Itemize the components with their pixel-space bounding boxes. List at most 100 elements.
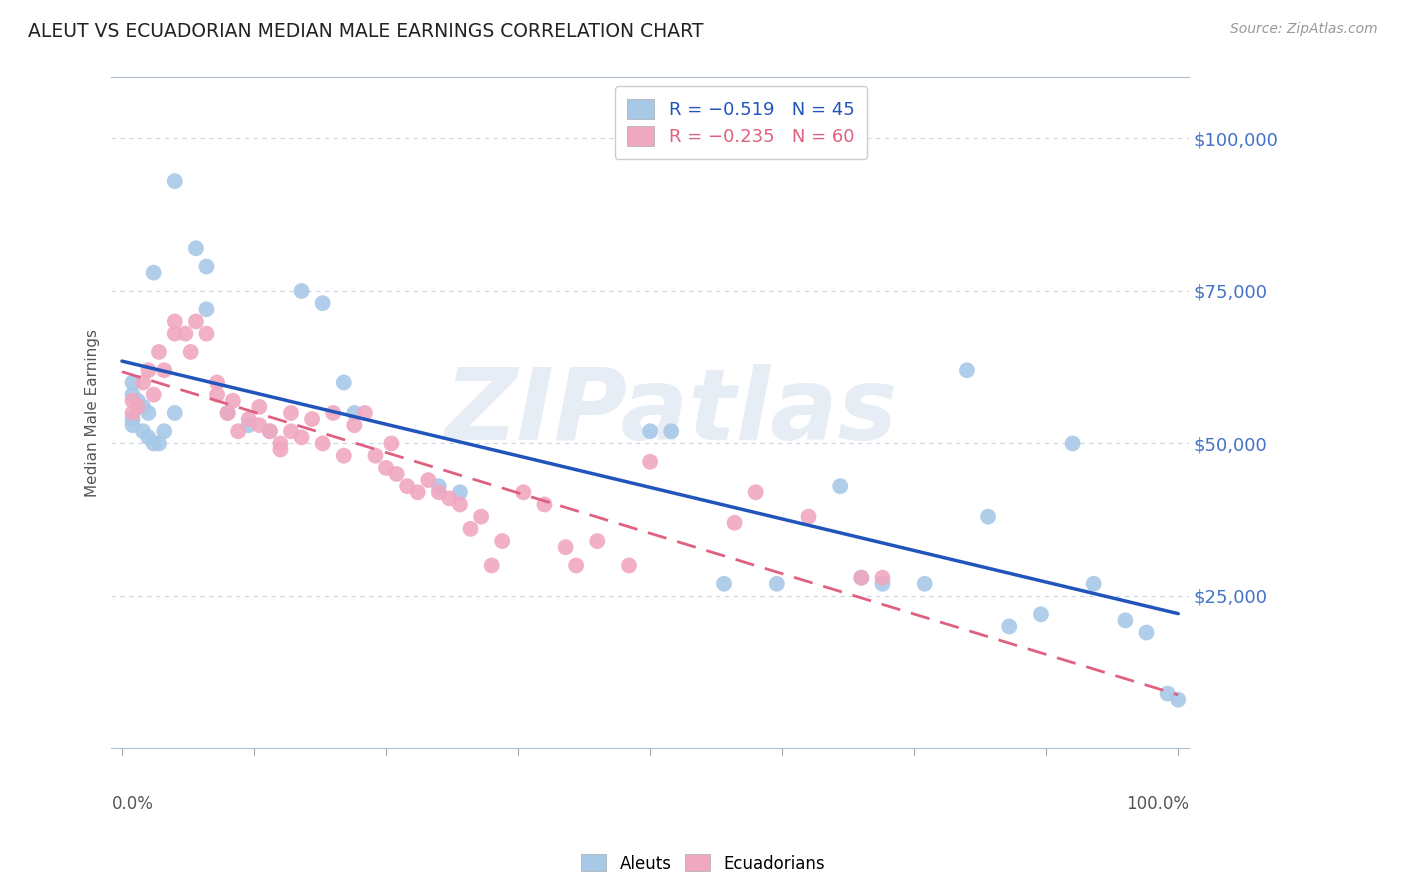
Point [238,412,260,426]
Point [1114,613,1136,627]
Text: 100.0%: 100.0% [1126,796,1189,814]
Point [247,400,270,414]
Point [830,479,852,493]
Point [565,558,588,573]
Point [153,424,176,438]
Text: 0.0%: 0.0% [111,796,153,814]
Point [617,558,640,573]
Point [470,509,492,524]
Point [956,363,979,377]
Point [872,576,894,591]
Point [280,406,302,420]
Point [163,314,186,328]
Point [512,485,534,500]
Y-axis label: Median Male Earnings: Median Male Earnings [86,329,100,497]
Point [872,571,894,585]
Point [121,418,143,433]
Point [481,558,503,573]
Point [1083,576,1105,591]
Point [184,241,207,255]
Point [132,400,155,414]
Text: Source: ZipAtlas.com: Source: ZipAtlas.com [1230,22,1378,37]
Point [195,260,218,274]
Point [163,174,186,188]
Point [659,424,682,438]
Point [322,406,344,420]
Point [311,296,333,310]
Point [385,467,408,481]
Point [1135,625,1157,640]
Point [998,619,1021,633]
Point [406,485,429,500]
Point [977,509,1000,524]
Point [121,387,143,401]
Point [491,534,513,549]
Point [247,418,270,433]
Point [138,430,160,444]
Point [163,406,186,420]
Point [354,406,377,420]
Point [259,424,281,438]
Legend: R = −0.519   N = 45, R = −0.235   N = 60: R = −0.519 N = 45, R = −0.235 N = 60 [614,87,868,159]
Point [138,406,160,420]
Point [343,406,366,420]
Point [375,461,398,475]
Point [226,424,249,438]
Point [121,412,143,426]
Point [301,412,323,426]
Point [427,485,450,500]
Point [460,522,482,536]
Point [1029,607,1052,622]
Point [132,376,155,390]
Point [1156,687,1178,701]
Point [311,436,333,450]
Point [797,509,820,524]
Point [127,393,149,408]
Text: ZIPatlas: ZIPatlas [446,365,898,461]
Point [380,436,402,450]
Point [138,363,160,377]
Point [269,442,291,457]
Point [184,314,207,328]
Point [121,376,143,390]
Point [269,436,291,450]
Point [396,479,419,493]
Point [449,485,471,500]
Point [142,266,165,280]
Point [174,326,197,341]
Point [163,326,186,341]
Point [533,498,555,512]
Point [427,479,450,493]
Point [851,571,873,585]
Point [121,393,143,408]
Point [449,498,471,512]
Point [142,387,165,401]
Point [142,436,165,450]
Point [418,473,440,487]
Point [914,576,936,591]
Point [132,424,155,438]
Point [205,387,228,401]
Point [205,376,228,390]
Point [744,485,766,500]
Point [195,302,218,317]
Point [766,576,789,591]
Point [290,284,312,298]
Point [343,418,366,433]
Point [238,418,260,433]
Text: ALEUT VS ECUADORIAN MEDIAN MALE EARNINGS CORRELATION CHART: ALEUT VS ECUADORIAN MEDIAN MALE EARNINGS… [28,22,703,41]
Point [554,540,576,554]
Point [333,376,356,390]
Point [280,424,302,438]
Point [364,449,387,463]
Point [1167,692,1189,706]
Point [723,516,745,530]
Point [195,326,218,341]
Point [333,449,356,463]
Point [290,430,312,444]
Point [148,436,170,450]
Point [259,424,281,438]
Point [148,345,170,359]
Point [638,424,661,438]
Point [153,363,176,377]
